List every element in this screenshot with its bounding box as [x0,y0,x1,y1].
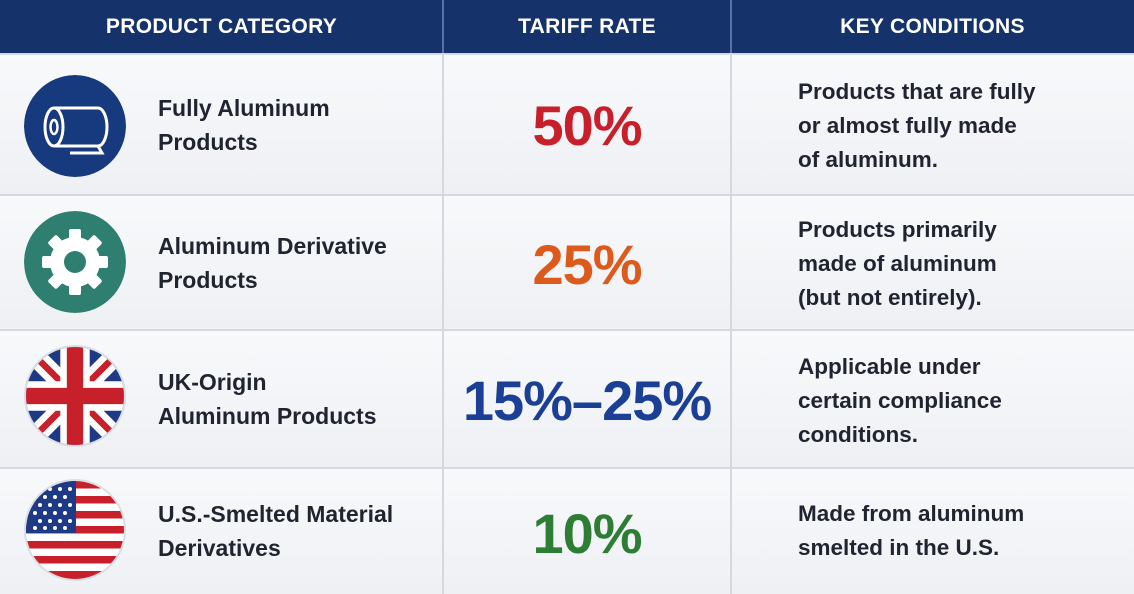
tariff-rate-value: 10% [532,502,642,565]
header-product-category: PRODUCT CATEGORY [105,14,338,38]
category-label: Fully Aluminum Products [158,95,330,155]
aluminum-roll-icon [24,75,126,177]
key-conditions-text: Made from aluminum smelted in the U.S. [798,501,1025,560]
tariff-rate-value: 15%–25% [462,369,712,432]
tariff-rate-value: 25% [532,233,642,296]
category-label: UK-Origin Aluminum Products [158,369,377,429]
header-key-conditions: KEY CONDITIONS [840,14,1025,38]
key-conditions-text: Applicable under certain compliance cond… [798,354,1002,447]
table-row: U.S.-Smelted Material Derivatives 10% Ma… [0,467,1134,594]
gear-icon [24,211,126,313]
table-row: Fully Aluminum Products 50% Products tha… [0,53,1134,194]
us-flag-icon [24,479,126,581]
table-row: Aluminum Derivative Products 25% Product… [0,194,1134,329]
header-divider [730,0,732,53]
column-divider [442,53,444,594]
header-tariff-rate: TARIFF RATE [518,14,656,38]
header-divider [442,0,444,53]
category-label: U.S.-Smelted Material Derivatives [158,501,394,561]
tariff-rate-value: 50% [532,94,642,157]
key-conditions-text: Products that are fully or almost fully … [798,79,1036,172]
category-label: Aluminum Derivative Products [158,233,387,293]
uk-flag-icon [24,345,126,447]
column-divider [730,53,732,594]
table-header: PRODUCT CATEGORY TARIFF RATE KEY CONDITI… [0,0,1134,53]
key-conditions-text: Products primarily made of aluminum (but… [798,217,997,310]
table-row: UK-Origin Aluminum Products 15%–25% Appl… [0,329,1134,467]
